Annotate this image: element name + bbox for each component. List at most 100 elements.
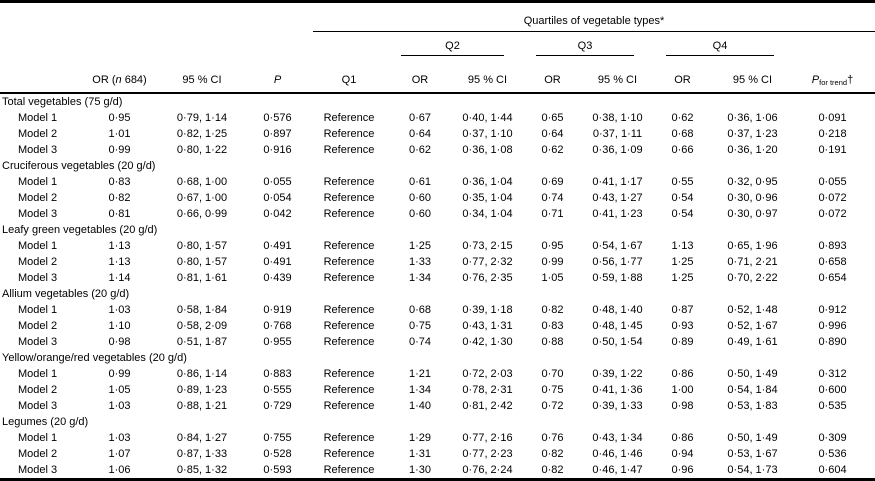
cell-q2_ci: 0·73, 2·15 <box>462 240 513 252</box>
cell-q3_ci: 0·37, 1·11 <box>592 128 643 140</box>
cell-or: 0·81 <box>108 208 131 220</box>
cell-ci: 0·67, 1·00 <box>176 192 228 204</box>
model-label: Model 3 <box>18 464 58 476</box>
cell-q3_or: 0·82 <box>541 304 564 316</box>
cell-q4_or: 0·96 <box>671 464 694 476</box>
quartile-group-row: Q2 Q3 Q4 <box>0 32 875 57</box>
cell-q4_or: 0·87 <box>671 304 694 316</box>
cell-q3_or: 0·64 <box>541 128 564 140</box>
q3-group-label: Q3 <box>536 40 634 56</box>
cell-q2_ci: 0·36, 1·08 <box>462 144 513 156</box>
cell-q3_ci: 0·50, 1·54 <box>592 336 643 348</box>
cell-ci: 0·66, 0·99 <box>176 208 228 220</box>
cell-p_trend: 0·604 <box>818 464 847 476</box>
cell-p_trend: 0·658 <box>818 256 847 268</box>
cell-p: 0·593 <box>263 464 292 476</box>
q4-group-header: Q4 <box>650 32 790 56</box>
cell-or: 0·82 <box>108 192 131 204</box>
cell-q1: Reference <box>323 112 375 124</box>
cell-q2_or: 0·64 <box>408 128 432 140</box>
cell-or: 1·03 <box>108 400 131 412</box>
cell-q1: Reference <box>323 432 375 444</box>
cell-q3_or: 0·88 <box>541 336 564 348</box>
ci-header: 95 % CI <box>162 56 242 94</box>
model-label: Model 2 <box>18 128 58 140</box>
model-label: Model 3 <box>18 144 58 156</box>
model-label: Model 1 <box>18 112 58 124</box>
cell-p_trend: 0·996 <box>818 320 847 332</box>
cell-q4_ci: 0·53, 1·67 <box>727 448 778 460</box>
cell-p_trend: 0·191 <box>818 144 847 156</box>
cell-q3_or: 0·95 <box>541 240 564 252</box>
q2-ci-header: 95 % CI <box>455 56 520 94</box>
cell-q1: Reference <box>323 384 375 396</box>
cell-q2_ci: 0·78, 2·31 <box>462 384 513 396</box>
cell-ci: 0·79, 1·14 <box>176 112 228 124</box>
cell-q2_ci: 0·76, 2·24 <box>462 464 513 476</box>
or-n-prefix: OR ( <box>92 74 116 86</box>
model-label: Model 3 <box>18 272 58 284</box>
section-header-row: Leafy green vegetables (20 g/d) <box>0 222 875 238</box>
p-trend-subscript: for trend <box>819 78 848 87</box>
cell-p_trend: 0·309 <box>818 432 847 444</box>
cell-q3_ci: 0·56, 1·77 <box>592 256 643 268</box>
cell-q3_or: 0·99 <box>541 256 564 268</box>
cell-q4_or: 0·86 <box>671 368 694 380</box>
cell-q4_ci: 0·70, 2·22 <box>727 272 778 284</box>
qgroup-spacer-right <box>790 32 875 57</box>
model-row: Model 2 1·13 0·80, 1·57 0·491 Reference 1·33 0… <box>0 254 875 270</box>
cell-ci: 0·88, 1·21 <box>176 400 228 412</box>
p-header-label: P <box>273 74 282 86</box>
section-label: Legumes (20 g/d) <box>2 416 89 428</box>
spanner-row: Quartiles of vegetable types* <box>0 1 875 32</box>
cell-p_trend: 0·536 <box>818 448 847 460</box>
cell-q2_ci: 0·43, 1·31 <box>462 320 513 332</box>
cell-ci: 0·51, 1·87 <box>176 336 228 348</box>
cell-q3_or: 0·74 <box>541 192 564 204</box>
cell-q2_or: 1·33 <box>408 256 432 268</box>
or-n-header: OR (n 684) <box>77 56 162 94</box>
cell-p: 0·916 <box>263 144 292 156</box>
cell-q4_or: 0·68 <box>671 128 694 140</box>
model-label: Model 3 <box>18 336 58 348</box>
model-row: Model 1 0·95 0·79, 1·14 0·576 Reference 0·67 0… <box>0 110 875 126</box>
model-label: Model 2 <box>18 256 58 268</box>
p-trend-p: P <box>811 74 820 86</box>
cell-q4_ci: 0·30, 0·97 <box>727 208 778 220</box>
cell-q3_or: 1·05 <box>541 272 564 284</box>
cell-q2_or: 0·68 <box>408 304 432 316</box>
cell-q3_ci: 0·39, 1·33 <box>592 400 643 412</box>
q3-group-header: Q3 <box>520 32 650 56</box>
cell-q1: Reference <box>323 208 375 220</box>
q2-group-header: Q2 <box>385 32 520 56</box>
cell-q4_ci: 0·30, 0·96 <box>727 192 778 204</box>
cell-q2_ci: 0·81, 2·42 <box>462 400 513 412</box>
cell-q4_or: 0·66 <box>671 144 694 156</box>
cell-p_trend: 0·890 <box>818 336 847 348</box>
cell-p: 0·576 <box>263 112 292 124</box>
cell-p: 0·491 <box>263 240 292 252</box>
cell-q2_ci: 0·37, 1·10 <box>462 128 513 140</box>
model-row: Model 2 1·01 0·82, 1·25 0·897 Reference 0·64 0… <box>0 126 875 142</box>
cell-q4_ci: 0·37, 1·23 <box>727 128 778 140</box>
table-header: Quartiles of vegetable types* Q2 Q3 Q4 O… <box>0 1 875 94</box>
cell-q2_ci: 0·40, 1·44 <box>462 112 513 124</box>
cell-q1: Reference <box>323 272 375 284</box>
cell-q3_ci: 0·43, 1·27 <box>592 192 643 204</box>
q2-group-label: Q2 <box>401 40 504 56</box>
model-row: Model 3 0·81 0·66, 0·99 0·042 Reference 0·60 0… <box>0 206 875 222</box>
cell-q1: Reference <box>323 304 375 316</box>
q4-group-label: Q4 <box>666 40 774 56</box>
cell-p: 0·919 <box>263 304 292 316</box>
cell-p: 0·055 <box>263 176 292 188</box>
cell-q2_or: 0·60 <box>408 208 432 220</box>
cell-q3_ci: 0·43, 1·34 <box>592 432 643 444</box>
cell-ci: 0·68, 1·00 <box>176 176 228 188</box>
cell-q4_ci: 0·52, 1·48 <box>727 304 778 316</box>
section-header-row: Total vegetables (75 g/d) <box>0 93 875 110</box>
cell-q1: Reference <box>323 336 375 348</box>
cell-p: 0·528 <box>263 448 292 460</box>
cell-ci: 0·84, 1·27 <box>176 432 228 444</box>
dagger-symbol: † <box>847 74 854 86</box>
cell-q1: Reference <box>323 144 375 156</box>
